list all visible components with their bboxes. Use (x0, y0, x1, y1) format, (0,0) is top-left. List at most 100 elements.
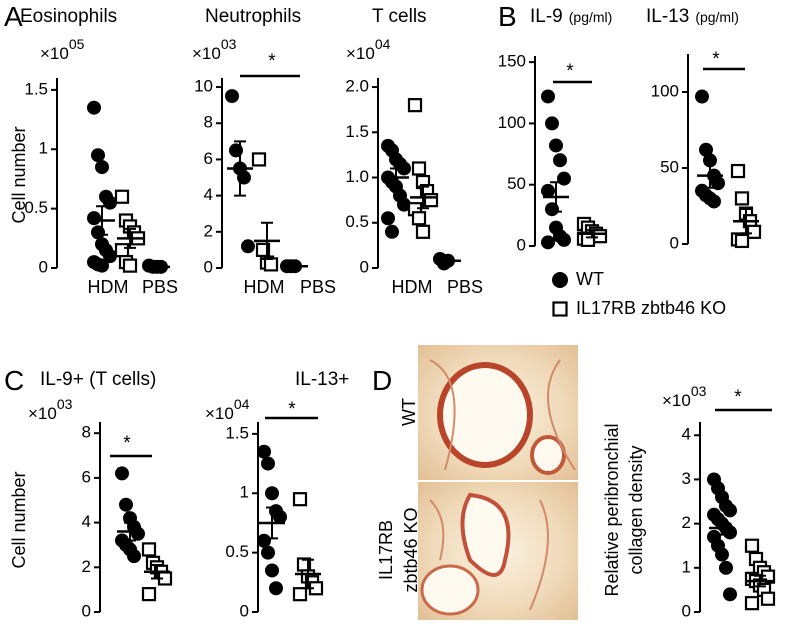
y-tick-label: 100 (651, 81, 679, 100)
y-tick-label: 4 (204, 185, 213, 204)
chart-title: Neutrophils (205, 6, 301, 27)
error-bar (151, 265, 163, 269)
data-point (397, 161, 411, 176)
data-point (746, 224, 762, 239)
y-tick-label: 2 (82, 557, 91, 576)
axis-multiplier: ×1003 (662, 383, 707, 411)
image-label: zbtb46 KO (401, 507, 421, 592)
data-point (715, 547, 729, 562)
error-bar (261, 221, 273, 260)
x-category-label: HDM (244, 277, 285, 297)
data-point (411, 211, 427, 226)
dot-plot: IL-13+ ×1004 0 0.5 1 1.5 * (205, 369, 349, 620)
error-bar (266, 506, 278, 540)
y-tick-label: 1.0 (345, 167, 369, 186)
y-tick-label: 6 (204, 149, 213, 168)
dot-plot: B IL-9 (pg/ml) 0 50 100 150 * WT IL17RB zbtb46 KO (498, 1, 726, 318)
data-point (719, 560, 733, 575)
y-tick-label: 0 (204, 257, 213, 276)
image-label: IL17RB (376, 520, 396, 580)
data-point (730, 163, 746, 179)
y-tick-label: 2.0 (345, 77, 369, 96)
y-tick-label: 1 (240, 483, 249, 502)
axis-multiplier: ×1005 (40, 36, 85, 64)
data-point (744, 596, 760, 611)
x-category-label: PBS (447, 277, 483, 297)
data-point (734, 233, 750, 249)
error-bar (550, 181, 562, 213)
data-point (723, 587, 737, 602)
airway (460, 492, 511, 577)
error-bar (124, 521, 136, 542)
panel-label: D (372, 365, 392, 396)
title-text: IL-13 (646, 6, 689, 27)
data-point (423, 193, 439, 208)
legend-marker (552, 301, 568, 317)
y-axis-label: Relative peribronchial (602, 423, 622, 596)
error-bar (96, 205, 108, 236)
error-bar (289, 264, 301, 268)
chart-title: T cells (372, 6, 427, 27)
data-point (261, 456, 275, 471)
vessel (420, 564, 480, 616)
y-tick-label: 6 (82, 467, 91, 486)
data-point (549, 138, 563, 153)
image-label: WT (399, 398, 419, 426)
panel-label: B (498, 1, 517, 32)
dot-plot: Neutrophils ×1003 0 2 4 6 8 10 HDM PBS * (192, 6, 336, 297)
data-point (760, 591, 776, 606)
y-axis-label: collagen density (626, 445, 646, 574)
y-tick-label: 150 (498, 52, 526, 71)
data-point (411, 161, 427, 176)
y-tick-label: 0 (360, 257, 369, 276)
multiplier-base: ×10 (192, 44, 221, 63)
data-point (397, 197, 411, 212)
multiplier-exponent: 03 (57, 396, 73, 412)
multiplier-base: ×10 (205, 404, 234, 423)
data-point (541, 235, 555, 250)
error-bar (417, 185, 429, 210)
data-point (263, 257, 279, 272)
data-point (723, 503, 737, 518)
data-point (265, 563, 279, 578)
data-point (87, 211, 101, 226)
multiplier-base: ×10 (662, 391, 691, 410)
title-unit: (pg/ml) (569, 9, 613, 25)
y-tick-label: 1.5 (225, 423, 249, 442)
title-text: IL-9 (530, 6, 563, 27)
chart-title: IL-9+ (T cells) (40, 369, 156, 390)
y-tick-label: 2 (204, 221, 213, 240)
data-point (273, 510, 287, 524)
vessel (530, 435, 566, 475)
data-point (541, 183, 555, 198)
data-point (91, 148, 105, 163)
y-tick-label: 0 (82, 601, 91, 620)
data-point (557, 232, 571, 247)
data-point (744, 538, 760, 553)
significance-star: * (123, 433, 131, 454)
title-text: Eosinophils (20, 6, 117, 27)
dot-plot: IL-13 (pg/ml) 0 50 100 * (646, 6, 762, 252)
data-point (541, 89, 555, 104)
axis-multiplier: ×1003 (192, 36, 237, 64)
x-category-label: HDM (392, 277, 433, 297)
chart-title: Eosinophils (20, 6, 117, 27)
data-point (711, 176, 725, 191)
y-tick-label: 1 (682, 557, 691, 576)
y-tick-label: 10 (194, 77, 213, 96)
data-point (385, 224, 399, 239)
dot-plot: D ×1003 Relative peribronchial collagen den… (372, 365, 776, 620)
legend-label: IL17RB zbtb46 KO (576, 298, 726, 318)
title-text: IL-9+ (T cells) (40, 369, 156, 390)
error-bar (234, 140, 246, 197)
y-tick-label: 1.5 (24, 79, 48, 98)
data-point (95, 258, 109, 273)
title-text: T cells (372, 6, 427, 27)
data-point (95, 160, 109, 175)
axis-multiplier: ×1003 (28, 396, 73, 424)
panel-label: C (4, 365, 24, 396)
x-category-label: PBS (300, 277, 336, 297)
data-point (592, 229, 608, 244)
